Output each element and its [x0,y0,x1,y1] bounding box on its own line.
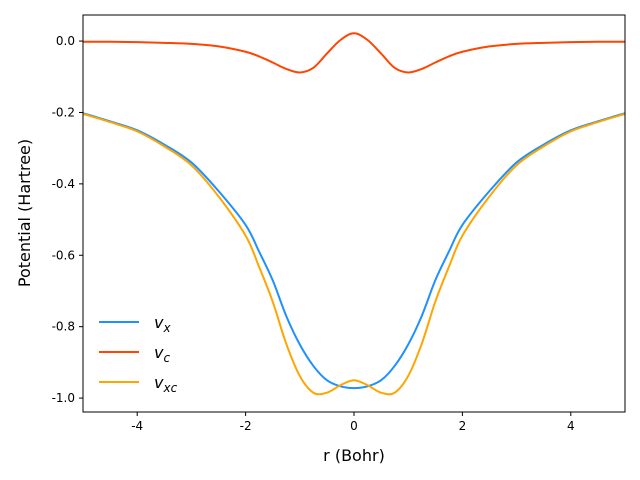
legend-label: vc [154,343,170,365]
y-tick-label: -0.8 [52,320,75,334]
series-line-v-xc [82,112,626,396]
x-tick-label: 0 [350,419,358,433]
y-axis-ticks: 0.0 -0.2 -0.4 -0.6 -0.8 -1.0 [52,34,83,405]
y-tick-label: 0.0 [56,34,75,48]
legend-label: vx [154,313,171,335]
y-tick-label: -0.2 [52,105,75,119]
x-tick-label: -4 [131,419,143,433]
y-tick-label: -0.4 [52,177,75,191]
series-lines [82,32,626,396]
series-line-v-c [82,32,626,74]
x-axis-ticks: -4 -2 0 2 4 [131,412,575,433]
x-axis-label: r (Bohr) [323,446,385,465]
y-tick-label: -1.0 [52,391,75,405]
x-tick-label: -2 [240,419,252,433]
y-axis-label: Potential (Hartree) [15,139,34,287]
y-tick-label: -0.6 [52,248,75,262]
legend: vx vc vxc [99,313,178,395]
x-tick-label: 4 [567,419,575,433]
x-tick-label: 2 [459,419,467,433]
legend-label: vxc [154,373,178,395]
series-line-v-x [82,112,626,390]
plot-area [83,15,625,412]
